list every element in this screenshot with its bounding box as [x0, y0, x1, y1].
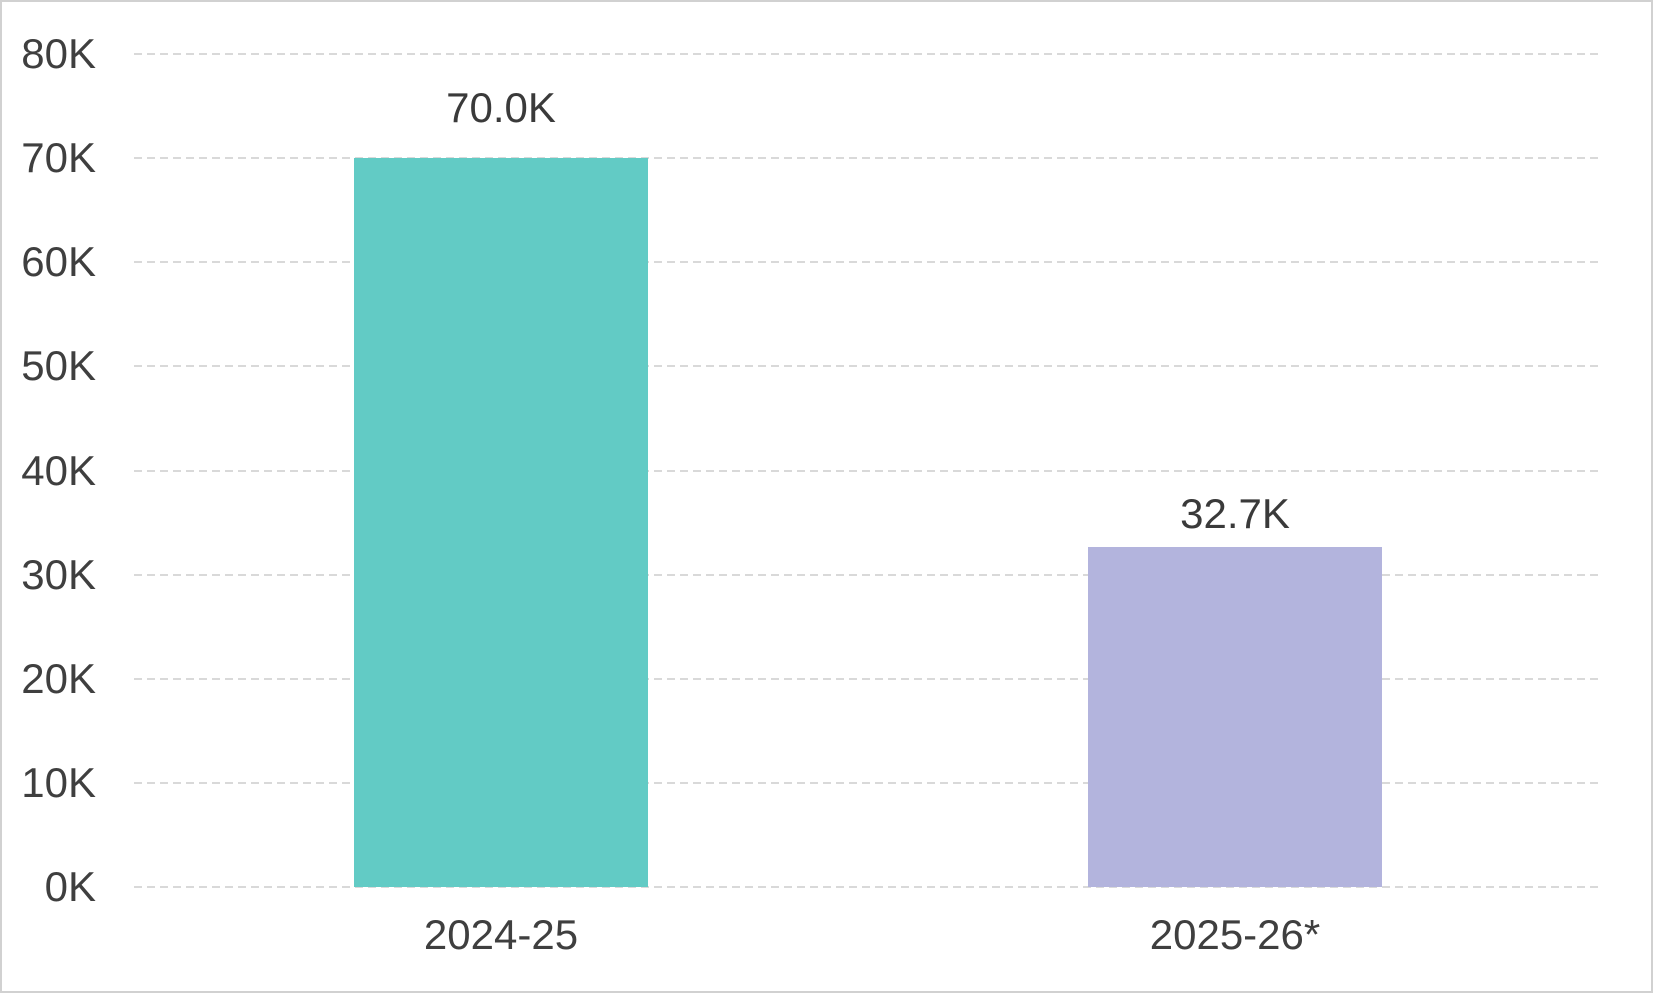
x-category-label: 2025-26* [1149, 911, 1321, 958]
y-tick-label: 20K [21, 654, 96, 702]
bar-value-label: 70.0K [446, 84, 556, 132]
x-category-label: 2024-25 [423, 911, 579, 958]
bar [1088, 546, 1382, 887]
gridline [134, 781, 1602, 784]
y-tick-label: 70K [21, 134, 96, 182]
y-tick-label: 60K [21, 238, 96, 286]
y-tick-label: 10K [21, 758, 96, 806]
y-tick-label: 80K [21, 30, 96, 77]
gridline [134, 365, 1602, 368]
gridline [134, 469, 1602, 472]
gridline [134, 53, 1602, 55]
y-tick-label: 0K [44, 863, 96, 910]
y-tick-label: 40K [21, 446, 96, 494]
gridline [134, 573, 1602, 576]
gridline [134, 886, 1602, 888]
bar [354, 158, 648, 887]
gridline [134, 261, 1602, 264]
y-tick-label: 50K [21, 342, 96, 390]
gridline [134, 157, 1602, 160]
gridline [134, 677, 1602, 680]
bar-value-label: 32.7K [1180, 489, 1290, 537]
y-tick-label: 30K [21, 550, 96, 598]
